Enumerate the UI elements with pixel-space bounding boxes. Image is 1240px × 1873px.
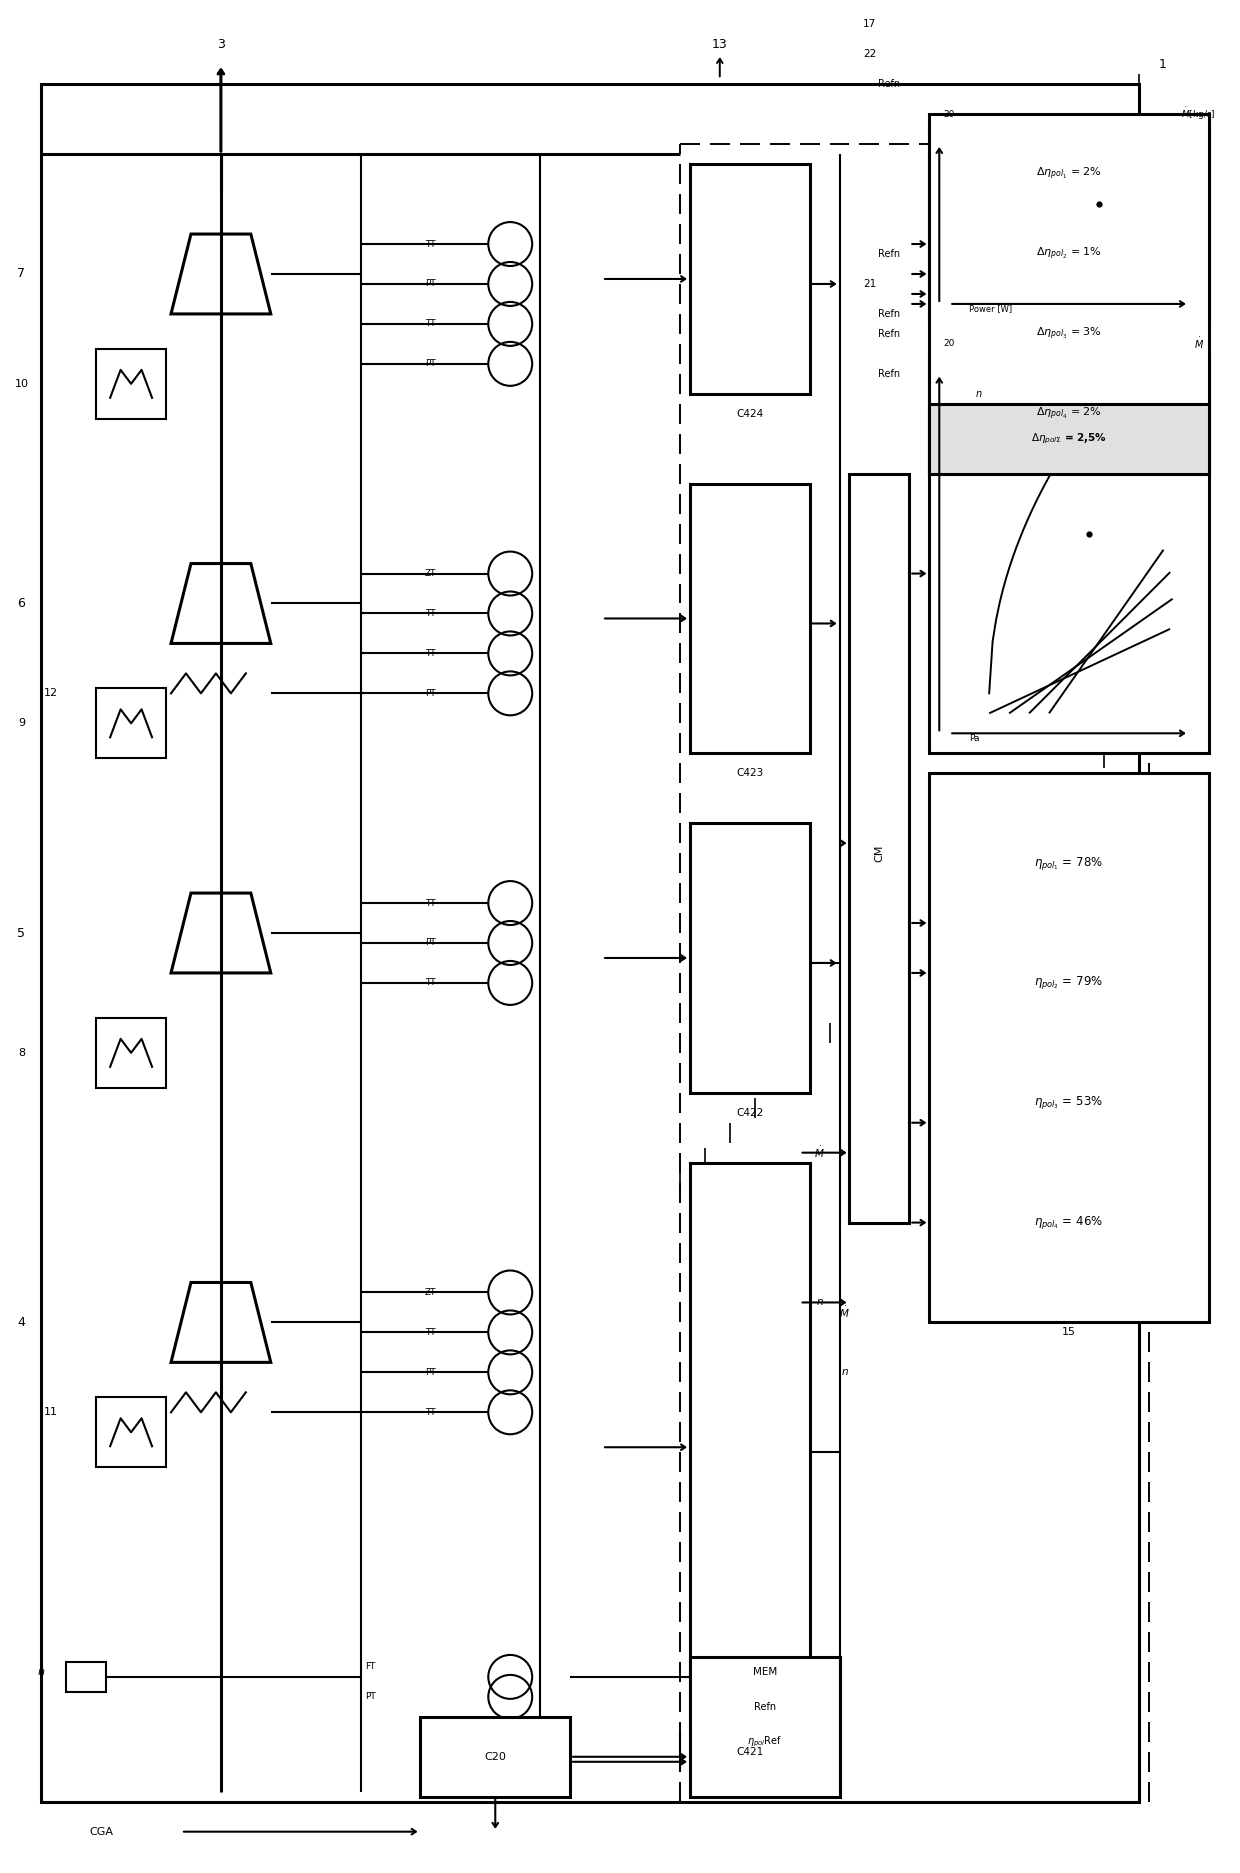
- Text: Refn: Refn: [878, 249, 900, 258]
- Text: C423: C423: [737, 768, 764, 779]
- Text: ZT: ZT: [424, 1289, 436, 1296]
- Text: 1: 1: [1159, 58, 1167, 71]
- Text: 5: 5: [17, 927, 25, 940]
- Text: Power [W]: Power [W]: [970, 305, 1012, 313]
- Text: $\dot{M}$: $\dot{M}$: [815, 1144, 825, 1159]
- Text: $\Delta\eta_{pol_2}$ = 1%: $\Delta\eta_{pol_2}$ = 1%: [1035, 245, 1102, 262]
- Text: CM: CM: [874, 845, 884, 862]
- Text: 12: 12: [45, 689, 58, 699]
- Text: $\dot{M}$: $\dot{M}$: [1194, 337, 1204, 352]
- Text: MEM: MEM: [753, 1667, 776, 1676]
- Bar: [929, 114, 1209, 474]
- Text: PT: PT: [425, 938, 435, 948]
- Text: $\eta_{pol_4}$ = 46%: $\eta_{pol_4}$ = 46%: [1034, 1214, 1104, 1231]
- Text: TT: TT: [425, 1328, 435, 1337]
- Text: 20: 20: [944, 339, 955, 348]
- Text: $\eta_{pol}$Ref: $\eta_{pol}$Ref: [746, 1734, 782, 1749]
- Text: 3: 3: [217, 37, 224, 51]
- Text: n: n: [841, 1367, 848, 1377]
- Text: 10: 10: [15, 378, 29, 390]
- Bar: [97, 348, 166, 420]
- Text: 21: 21: [863, 279, 877, 288]
- Text: $\Delta\eta_{pol_3}$ = 3%: $\Delta\eta_{pol_3}$ = 3%: [1035, 326, 1102, 343]
- Text: Refn: Refn: [878, 330, 900, 339]
- Text: 13: 13: [712, 37, 728, 51]
- Text: 20: 20: [944, 111, 955, 118]
- Bar: [849, 474, 909, 1223]
- Bar: [689, 1658, 839, 1796]
- Bar: [689, 1163, 810, 1733]
- Text: 7: 7: [17, 268, 25, 281]
- Bar: [66, 1661, 107, 1691]
- Bar: [929, 124, 1209, 324]
- Bar: [41, 84, 1138, 1802]
- Text: PT: PT: [425, 360, 435, 369]
- Text: Refn: Refn: [878, 309, 900, 318]
- Bar: [689, 483, 810, 753]
- Text: PT: PT: [425, 279, 435, 288]
- Bar: [420, 1718, 570, 1796]
- Text: TT: TT: [425, 648, 435, 657]
- Text: TT: TT: [425, 320, 435, 328]
- Text: ZT: ZT: [424, 569, 436, 579]
- Bar: [929, 354, 1209, 753]
- Text: C20: C20: [485, 1751, 506, 1762]
- Text: 8: 8: [17, 1047, 25, 1058]
- Text: 4: 4: [17, 1317, 25, 1330]
- Text: PT: PT: [425, 689, 435, 699]
- Text: TT: TT: [425, 1408, 435, 1416]
- Text: $\eta_{pol_3}$ = 53%: $\eta_{pol_3}$ = 53%: [1034, 1094, 1104, 1111]
- Text: 17: 17: [863, 19, 877, 30]
- Text: Pa: Pa: [970, 734, 980, 744]
- Text: $\Delta\eta_{pol_4}$ = 2%: $\Delta\eta_{pol_4}$ = 2%: [1035, 406, 1102, 421]
- Text: n: n: [37, 1667, 45, 1676]
- Text: C424: C424: [737, 408, 764, 420]
- Bar: [97, 689, 166, 759]
- Text: TT: TT: [425, 899, 435, 908]
- Text: 11: 11: [45, 1407, 58, 1418]
- Text: PT: PT: [425, 1367, 435, 1377]
- Text: FT: FT: [366, 1663, 376, 1671]
- Text: $\Delta\eta_{pol_1}$ = 2%: $\Delta\eta_{pol_1}$ = 2%: [1035, 167, 1102, 182]
- Text: n: n: [976, 390, 982, 399]
- Text: PT: PT: [366, 1693, 376, 1701]
- Text: 22: 22: [863, 49, 877, 60]
- Text: 15: 15: [1061, 1328, 1076, 1337]
- Text: TT: TT: [425, 609, 435, 618]
- Bar: [97, 1397, 166, 1467]
- Bar: [689, 165, 810, 393]
- Bar: [929, 405, 1209, 474]
- Text: $\Delta\eta_{pol\Sigma}$ = 2,5%: $\Delta\eta_{pol\Sigma}$ = 2,5%: [1030, 431, 1107, 446]
- Text: Refn: Refn: [878, 79, 900, 90]
- Text: TT: TT: [425, 240, 435, 249]
- Bar: [689, 822, 810, 1092]
- Text: C421: C421: [737, 1748, 764, 1757]
- Text: Refn: Refn: [878, 369, 900, 378]
- Text: n: n: [816, 1298, 823, 1307]
- Text: C422: C422: [737, 1107, 764, 1118]
- Text: $\dot{M}$: $\dot{M}$: [839, 1305, 849, 1320]
- Text: Refn: Refn: [754, 1703, 776, 1712]
- Text: 6: 6: [17, 597, 25, 611]
- Text: CGA: CGA: [89, 1826, 113, 1837]
- Text: TT: TT: [425, 978, 435, 987]
- Bar: [97, 1017, 166, 1088]
- Text: $\eta_{pol_2}$ = 79%: $\eta_{pol_2}$ = 79%: [1034, 974, 1104, 991]
- Bar: [929, 774, 1209, 1322]
- Text: $\eta_{pol_1}$ = 78%: $\eta_{pol_1}$ = 78%: [1034, 854, 1104, 871]
- Text: $\dot{M}$[kg/s]: $\dot{M}$[kg/s]: [1182, 107, 1216, 122]
- Text: 9: 9: [17, 719, 25, 729]
